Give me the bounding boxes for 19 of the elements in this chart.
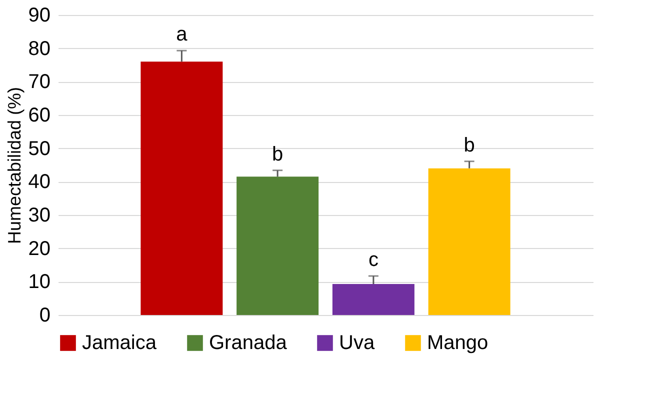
y-tick-label: 90 [28, 4, 50, 26]
annotation: a [176, 24, 188, 46]
annotation: c [368, 249, 378, 271]
y-tick-label: 40 [28, 171, 50, 194]
y-tick-label: 80 [28, 38, 50, 60]
y-tick-label: 60 [28, 104, 50, 126]
y-tick-label: 20 [28, 238, 50, 260]
legend-label: Granada [209, 332, 288, 354]
legend-label: Jamaica [82, 332, 158, 354]
y-tick-label: 10 [28, 271, 50, 294]
y-tick-label: 30 [28, 204, 50, 226]
annotation: b [464, 134, 475, 156]
y-tick-label: 70 [28, 71, 50, 94]
annotation: b [272, 143, 284, 166]
y-tick-label: 0 [39, 304, 50, 326]
y-axis-title: Humectabilidad (%) [4, 86, 24, 244]
y-tick-label: 50 [28, 138, 50, 160]
legend-label: Mango [427, 332, 488, 354]
legend-label: Uva [339, 332, 376, 354]
